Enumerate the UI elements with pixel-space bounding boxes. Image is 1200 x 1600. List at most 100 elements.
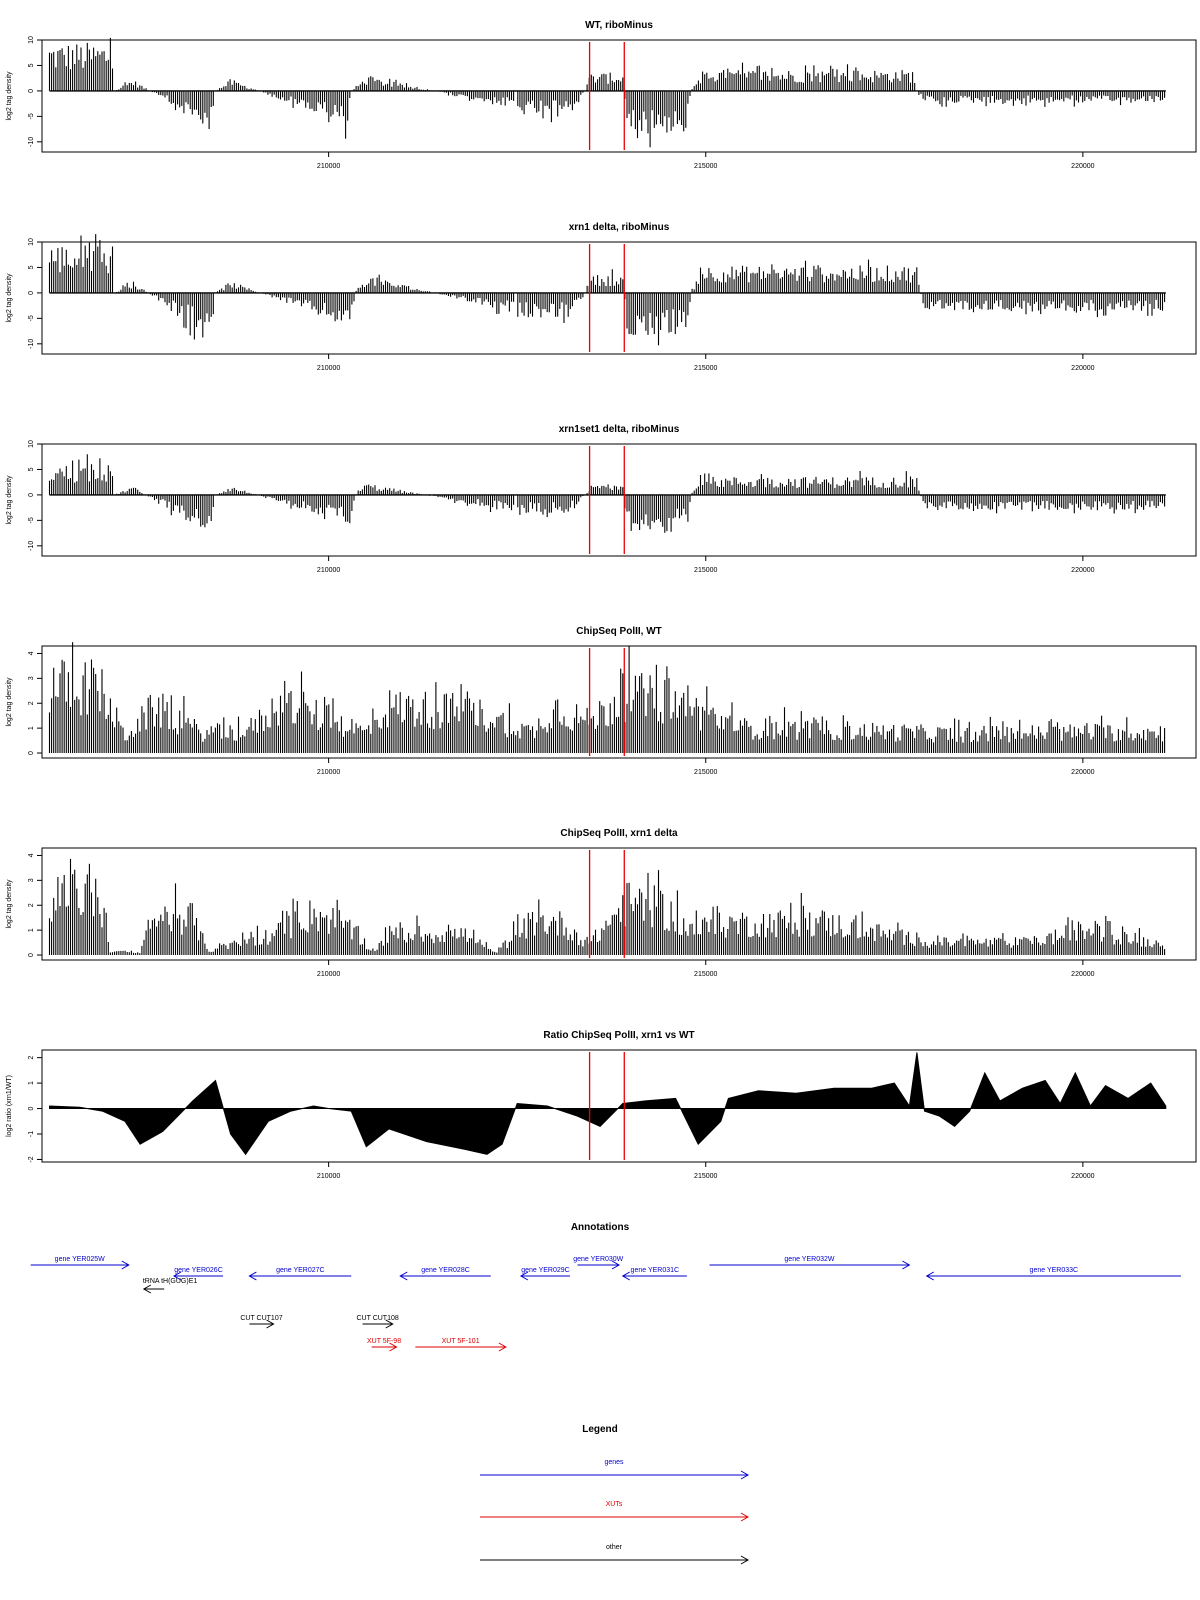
panel-title: WT, riboMinus: [585, 20, 653, 31]
panel-title: xrn1 delta, riboMinus: [569, 222, 670, 233]
annotation-label: tRNA tH(GUG)E1: [143, 1278, 198, 1285]
y-tick-label: -10: [28, 541, 35, 551]
y-tick-label: 0: [28, 493, 35, 497]
annotation-genes: gene YER028C: [399, 1267, 491, 1281]
plot-frame: [41, 847, 1197, 961]
y-tick-label: -5: [28, 113, 35, 119]
x-tick-label: 215000: [694, 1173, 717, 1180]
annotation-other: CUT CUT108: [356, 1315, 399, 1329]
annotation-genes: gene YER025W: [30, 1256, 130, 1270]
plot-frame: [41, 1049, 1197, 1163]
arrow-head: [121, 1260, 130, 1270]
panel-5: Ratio ChipSeq PolII, xrn1 vs WT log2 rati…: [6, 1030, 1197, 1180]
y-tick-label: 4: [28, 853, 35, 857]
y-tick-label: 10: [28, 36, 35, 44]
y-axis-label: log2 ratio (xrn1/WT): [6, 1075, 13, 1137]
y-tick-label: 1: [28, 726, 35, 730]
annotation-xuts: XUT 5F-98: [367, 1338, 401, 1352]
series-bars: [48, 642, 1166, 753]
y-tick-label: 0: [28, 751, 35, 755]
y-tick-label: -1: [28, 1131, 35, 1137]
annotations-title: Annotations: [571, 1222, 630, 1233]
series-bars: [48, 234, 1166, 346]
y-axis-label: log2 tag density: [6, 273, 13, 323]
legend: Legend genes XUTs other: [480, 1424, 750, 1565]
y-tick-label: 5: [28, 265, 35, 269]
panel-title: xrn1set1 delta, riboMinus: [559, 424, 680, 435]
annotation-label: gene YER028C: [421, 1267, 470, 1274]
arrow-head: [611, 1260, 621, 1270]
y-tick-label: 3: [28, 676, 35, 680]
annotation-label: CUT CUT107: [240, 1315, 282, 1322]
annotation-label: CUT CUT108: [356, 1315, 398, 1322]
arrow-head: [925, 1271, 934, 1281]
x-tick-label: 210000: [317, 567, 340, 574]
panel-3: ChipSeq PolII, WT log2 tag density 0 1 2 3 4 21…: [6, 626, 1197, 776]
panel-0: WT, riboMinus log2 tag density -10 -5 0 5 10 21…: [6, 20, 1197, 170]
arrow-head: [399, 1271, 408, 1281]
panel-title: ChipSeq PolII, WT: [576, 626, 662, 637]
y-axis-label: log2 tag density: [6, 879, 13, 929]
y-tick-label: 1: [28, 1081, 35, 1085]
arrow-head: [498, 1342, 507, 1352]
x-tick-label: 215000: [694, 769, 717, 776]
arrow-head: [519, 1271, 529, 1281]
x-tick-label: 215000: [694, 971, 717, 978]
series-bars: [48, 858, 1166, 955]
annotation-other: CUT CUT107: [240, 1315, 283, 1329]
x-tick-label: 220000: [1071, 365, 1094, 372]
legend-title: Legend: [582, 1424, 618, 1435]
ratio-area: [49, 1052, 1167, 1156]
annotation-genes: gene YER032W: [709, 1256, 911, 1270]
legend-entry: genes: [480, 1459, 750, 1480]
y-tick-label: 1: [28, 928, 35, 932]
annotation-genes: gene YER026C: [172, 1267, 224, 1281]
y-axis-label: log2 tag density: [6, 475, 13, 525]
arrow-head: [266, 1319, 275, 1329]
panel-1: xrn1 delta, riboMinus log2 tag density -10…: [6, 222, 1197, 372]
annotation-label: gene YER031C: [631, 1267, 680, 1274]
y-axis-label: log2 tag density: [6, 677, 13, 727]
x-tick-label: 210000: [317, 365, 340, 372]
arrow-head: [172, 1271, 182, 1281]
y-tick-label: 0: [28, 1106, 35, 1110]
annotation-label: gene YER029C: [521, 1267, 570, 1274]
annotation-label: gene YER027C: [276, 1267, 325, 1274]
arrow-head: [902, 1260, 911, 1270]
annotation-label: gene YER030W: [573, 1256, 623, 1263]
y-tick-label: 3: [28, 878, 35, 882]
x-tick-label: 210000: [317, 1173, 340, 1180]
annotation-label: gene YER025W: [55, 1256, 105, 1263]
series-bars: [48, 37, 1166, 148]
x-tick-label: 220000: [1071, 971, 1094, 978]
plot-frame: [41, 443, 1197, 557]
arrow-head: [621, 1271, 631, 1281]
arrow-head: [385, 1319, 394, 1329]
annotation-genes: gene YER033C: [925, 1267, 1181, 1281]
panel-title: ChipSeq PolII, xrn1 delta: [560, 828, 678, 839]
y-tick-label: 2: [28, 701, 35, 705]
arrow-head: [740, 1470, 750, 1480]
y-tick-label: 5: [28, 467, 35, 471]
y-tick-label: -5: [28, 517, 35, 523]
arrow-head: [142, 1284, 152, 1294]
arrow-head: [740, 1512, 750, 1522]
annotations-track: Annotations gene YER025W gene YER026C gene…: [30, 1222, 1181, 1352]
x-tick-label: 220000: [1071, 1173, 1094, 1180]
annotation-label: gene YER026C: [174, 1267, 223, 1274]
plot-frame: [41, 39, 1197, 153]
plot-frame: [41, 645, 1197, 759]
y-tick-label: 0: [28, 953, 35, 957]
x-tick-label: 210000: [317, 769, 340, 776]
arrow-head: [740, 1555, 750, 1565]
x-tick-label: 215000: [694, 567, 717, 574]
series-bars: [49, 1052, 1167, 1156]
annotation-other: tRNA tH(GUG)E1: [142, 1278, 198, 1294]
x-tick-label: 215000: [694, 365, 717, 372]
y-tick-label: 5: [28, 63, 35, 67]
y-tick-label: 0: [28, 89, 35, 93]
annotation-label: XUT 5F-98: [367, 1338, 401, 1345]
annotation-genes: gene YER031C: [621, 1267, 687, 1281]
panel-2: xrn1set1 delta, riboMinus log2 tag densit…: [6, 424, 1197, 574]
